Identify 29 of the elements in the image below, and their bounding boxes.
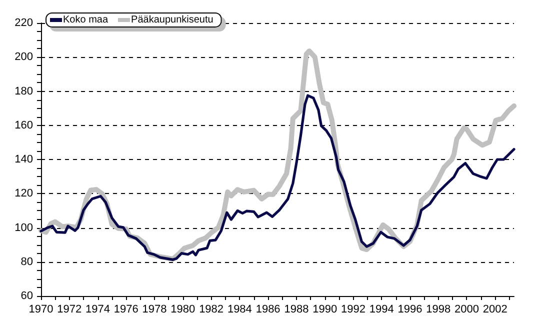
x-tick-label: 1988 (284, 304, 309, 316)
x-tick-label: 1982 (199, 304, 224, 316)
y-tick-label: 60 (20, 290, 33, 302)
x-tick-label: 1992 (340, 304, 366, 316)
x-tick-label: 1978 (142, 304, 167, 316)
x-tick-label: 1990 (312, 304, 338, 316)
x-tick-label: 2002 (482, 304, 508, 316)
x-tick-label: 1994 (369, 304, 394, 316)
y-tick-label: 180 (14, 85, 33, 98)
line-series (40, 94, 516, 261)
x-tick-label: 2000 (454, 304, 479, 316)
x-tick-label: 1980 (170, 304, 196, 316)
y-tick-label: 200 (14, 51, 33, 64)
x-tick-label: 1984 (227, 304, 252, 316)
x-tick-label: 1998 (426, 304, 451, 316)
y-tick-label: 140 (14, 154, 33, 166)
x-tick-label: 1970 (28, 304, 54, 316)
y-tick-label: 80 (20, 256, 33, 268)
y-tick-label: 220 (14, 17, 33, 29)
legend-label: Pääkaupunkiseutu (131, 14, 214, 26)
x-tick-label: 1976 (114, 304, 138, 316)
y-tick-label: 160 (14, 119, 33, 132)
legend-label: Koko maa (63, 14, 108, 26)
x-tick-label: 1974 (86, 304, 110, 316)
x-tick-label: 1996 (398, 304, 422, 316)
y-tick-label: 100 (14, 222, 33, 234)
y-tick-label: 120 (14, 188, 33, 200)
x-tick-label: 1986 (256, 304, 280, 316)
x-tick-label: 1972 (57, 304, 82, 316)
